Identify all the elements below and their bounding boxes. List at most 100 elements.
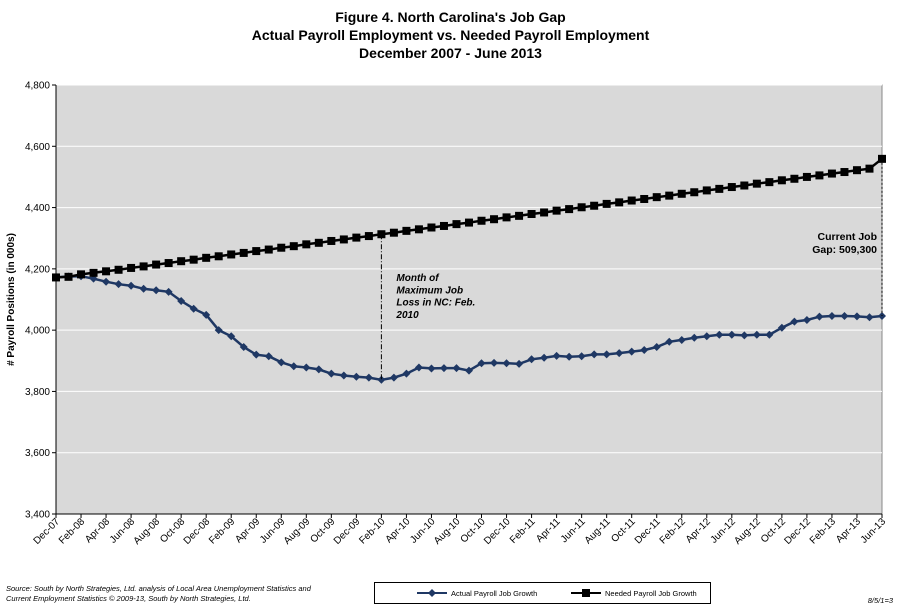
data-point-needed: [565, 205, 574, 214]
x-tick-label: Feb-11: [508, 516, 538, 546]
data-point-needed: [465, 218, 473, 227]
data-point-needed: [802, 172, 811, 181]
data-point-needed: [152, 260, 161, 269]
data-point-needed: [740, 181, 749, 190]
data-point-actual: [565, 352, 574, 361]
x-tick-label: Apr-12: [684, 516, 713, 545]
data-point-actual: [402, 369, 411, 378]
data-point-needed: [364, 232, 373, 241]
data-point-actual: [352, 372, 361, 381]
data-point-actual: [840, 312, 849, 321]
legend-label-needed: Needed Payroll Job Growth: [605, 588, 697, 598]
data-point-needed: [490, 215, 499, 224]
data-point-actual: [602, 350, 611, 359]
data-point-needed: [114, 265, 123, 274]
data-point-needed: [427, 223, 436, 232]
data-point-needed: [164, 259, 173, 268]
y-tick-label: 4,600: [25, 142, 50, 153]
data-point-actual: [252, 350, 261, 359]
x-tick-label: Feb-09: [207, 516, 237, 546]
data-point-actual: [439, 364, 448, 373]
data-point-actual: [590, 350, 599, 359]
data-point-actual: [339, 371, 348, 380]
data-point-actual: [865, 313, 874, 322]
data-point-needed: [615, 198, 624, 207]
data-point-needed: [414, 225, 423, 234]
y-axis-title: # Payroll Positions (in 000s): [6, 233, 17, 366]
source-note: Source: South by North Strategies, Ltd. …: [6, 584, 366, 604]
x-tick-label: Apr-08: [83, 516, 112, 545]
data-point-needed: [865, 164, 874, 173]
plot-area: [55, 84, 883, 515]
data-point-needed: [790, 174, 799, 183]
square-marker-icon: [571, 589, 601, 597]
y-tick-label: 4,000: [25, 326, 50, 337]
data-point-needed: [577, 203, 586, 212]
data-point-needed: [177, 257, 186, 266]
data-point-actual: [327, 369, 336, 378]
y-tick-label: 4,800: [25, 81, 50, 92]
chart-title: Figure 4. North Carolina's Job Gap: [335, 9, 566, 25]
y-tick-label: 4,200: [25, 264, 50, 275]
data-point-needed: [302, 240, 311, 249]
data-point-actual: [652, 342, 661, 351]
data-point-actual: [189, 304, 198, 313]
data-point-actual: [152, 286, 161, 295]
data-point-actual: [790, 317, 799, 326]
data-point-needed: [777, 176, 786, 185]
data-point-needed: [627, 196, 636, 205]
x-tick-label: Apr-10: [384, 516, 413, 545]
source-line: Source: South by North Strategies, Ltd. …: [6, 584, 311, 593]
data-point-actual: [364, 373, 373, 382]
data-point-actual: [677, 335, 686, 344]
x-tick-label: Aug-09: [282, 516, 313, 547]
data-point-needed: [314, 238, 323, 247]
data-point-needed: [640, 194, 649, 203]
data-point-actual: [690, 333, 699, 342]
data-point-actual: [227, 332, 236, 341]
data-point-actual: [277, 358, 286, 367]
annotation-job-gap: Current Job Gap: 509,300: [812, 231, 877, 256]
x-tick-label: Feb-13: [808, 516, 838, 546]
data-point-needed: [765, 178, 774, 187]
data-point-actual: [477, 359, 486, 368]
data-point-actual: [827, 312, 836, 321]
data-point-actual: [177, 297, 186, 306]
data-point-actual: [490, 358, 499, 367]
data-point-actual: [139, 284, 148, 293]
data-point-needed: [727, 183, 736, 192]
data-point-actual: [414, 363, 423, 372]
data-point-actual: [452, 364, 461, 373]
legend: Actual Payroll Job Growth Needed Payroll…: [374, 582, 711, 604]
data-point-actual: [527, 355, 536, 364]
data-point-actual: [264, 352, 273, 361]
y-tick-label: 4,400: [25, 203, 50, 214]
legend-item-needed: Needed Payroll Job Growth: [571, 583, 697, 603]
data-point-actual: [377, 375, 386, 384]
x-tick-label: Aug-08: [132, 516, 163, 547]
data-point-needed: [239, 248, 248, 257]
data-point-needed: [852, 166, 861, 175]
data-point-needed: [602, 199, 611, 208]
data-point-needed: [502, 213, 511, 222]
data-point-needed: [527, 210, 536, 219]
legend-label-actual: Actual Payroll Job Growth: [451, 588, 538, 598]
data-point-actual: [552, 351, 561, 360]
data-point-needed: [590, 201, 599, 210]
data-point-actual: [465, 366, 473, 375]
data-point-actual: [289, 362, 298, 371]
data-point-needed: [515, 211, 524, 220]
data-point-needed: [540, 208, 549, 217]
data-point-actual: [114, 280, 123, 289]
date-stamp: 8/5/1=3: [867, 596, 893, 605]
data-point-actual: [802, 316, 811, 325]
data-point-needed: [552, 206, 561, 215]
data-point-actual: [777, 323, 786, 332]
data-point-actual: [302, 363, 311, 372]
data-point-needed: [352, 233, 361, 242]
x-tick-label: Dec-07: [32, 516, 63, 547]
x-tick-label: Aug-11: [583, 516, 613, 546]
x-tick-label: Feb-12: [658, 516, 688, 546]
data-point-actual: [615, 349, 624, 358]
x-tick-label: Apr-09: [233, 516, 262, 545]
